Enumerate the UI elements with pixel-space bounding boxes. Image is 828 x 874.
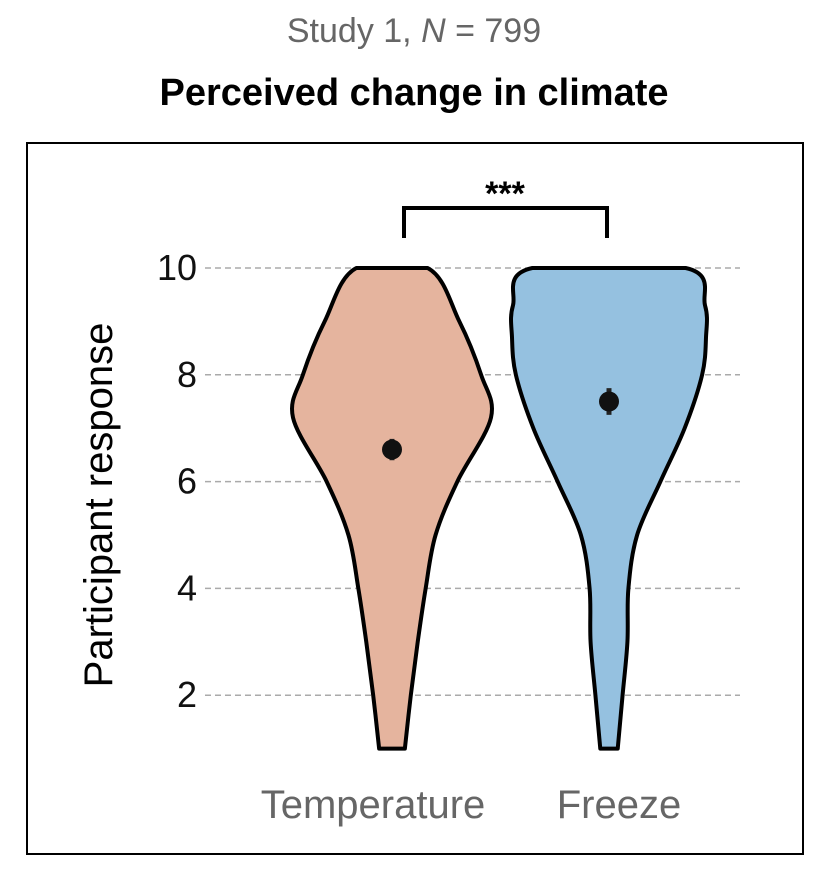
subtitle-prefix: Study 1, <box>286 12 422 50</box>
y-tick-label: 4 <box>177 567 197 608</box>
y-tick-label: 10 <box>157 247 197 288</box>
bracket-line <box>402 206 609 238</box>
chart-frame <box>26 142 804 855</box>
y-axis-label: Participant response <box>77 323 121 688</box>
violin-freeze <box>509 266 709 751</box>
subtitle-suffix: = 799 <box>445 12 542 50</box>
chart-subtitle: Study 1, N = 799 <box>0 12 828 51</box>
violin-temperature <box>290 266 494 751</box>
y-tick-label: 6 <box>177 461 197 502</box>
x-tick-label: Freeze <box>557 783 682 827</box>
x-tick-label: Temperature <box>261 783 486 827</box>
significance-label: *** <box>485 175 525 213</box>
mean-point <box>599 391 619 412</box>
y-tick-label: 8 <box>177 354 197 395</box>
mean-point <box>382 439 402 460</box>
y-tick-label: 2 <box>177 674 197 715</box>
chart-title: Perceived change in climate <box>159 72 669 114</box>
significance-bracket: *** <box>402 175 609 238</box>
subtitle-n: N <box>421 12 446 50</box>
